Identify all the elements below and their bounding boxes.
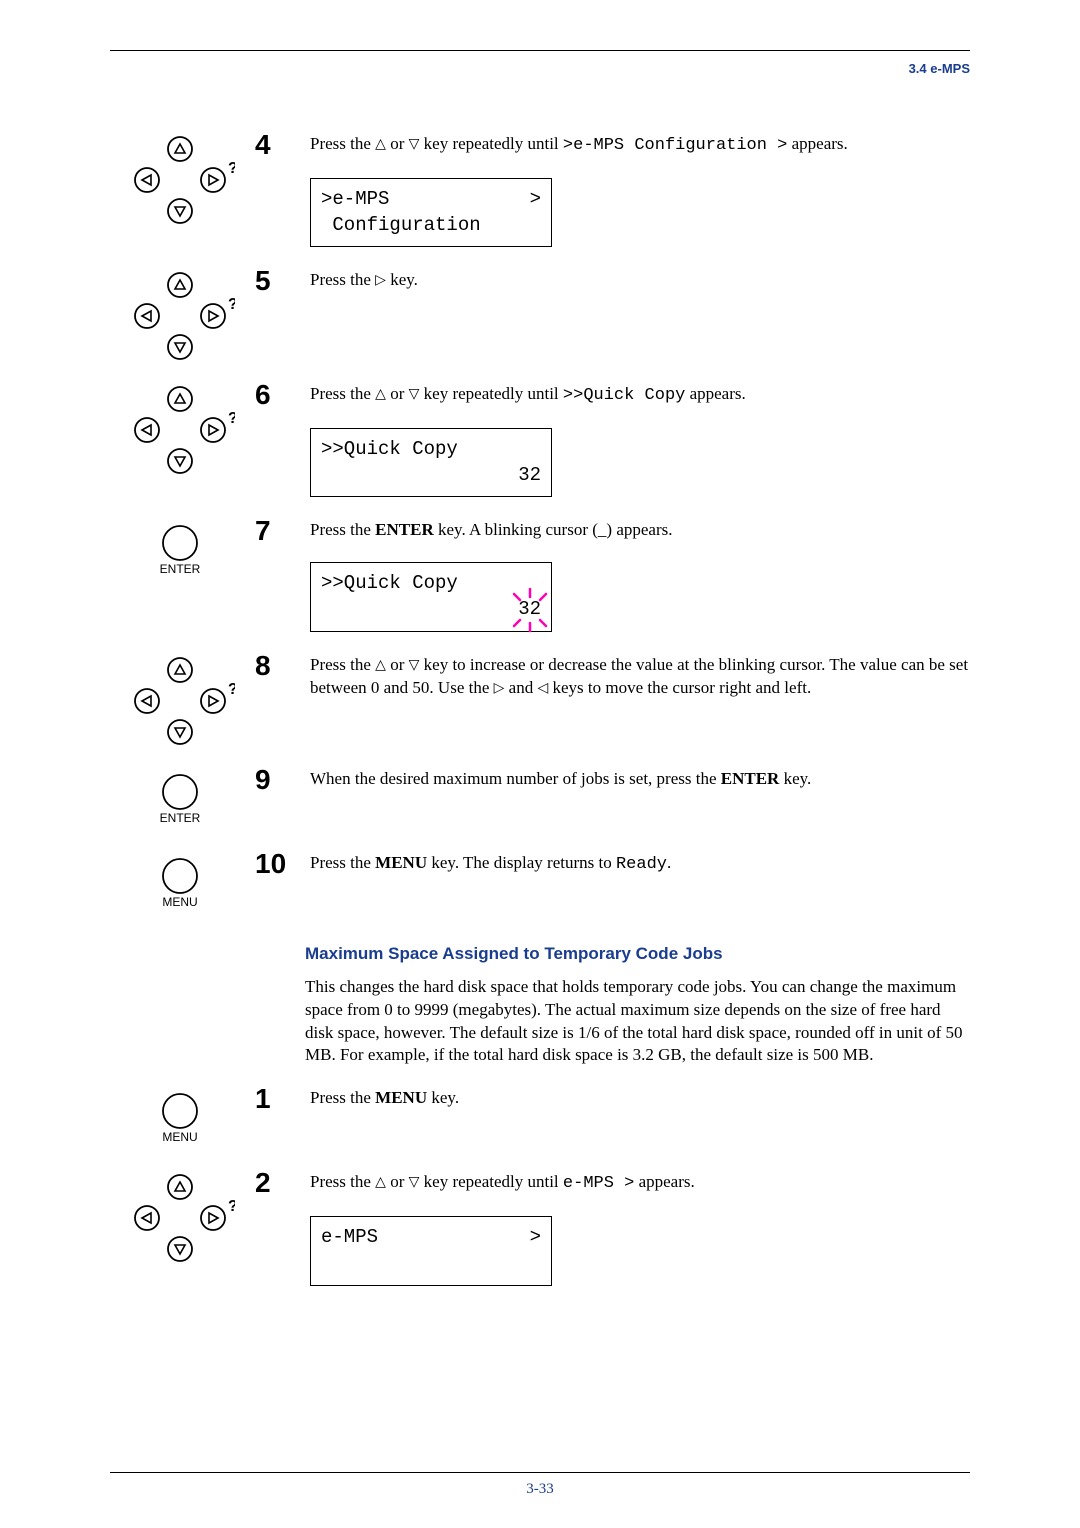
lcd-line1-left: >>Quick Copy [321,437,458,463]
enter-key-icon: ENTER [150,521,210,581]
triangle-icon: ▷ [375,273,386,288]
monospace-text: >>Quick Copy [563,386,685,405]
lcd-line1-left: >e-MPS [321,187,389,213]
enter-key-icon: ENTER [150,770,210,830]
step-body: Press the △ or ▽ key repeatedly until >>… [310,381,970,497]
page-number: 3-33 [110,1481,970,1498]
svg-text:?: ? [228,1198,235,1215]
step-number: 6 [250,381,310,409]
instruction-step: ? 8Press the △ or ▽ key to increase or d… [110,652,970,746]
step-icon: ? [110,652,250,746]
step-body: Press the △ or ▽ key repeatedly until >e… [310,131,970,247]
section-heading: Maximum Space Assigned to Temporary Code… [305,944,970,964]
step-body: Press the △ or ▽ key repeatedly until e-… [310,1169,970,1285]
monospace-text: >e-MPS Configuration > [563,136,787,155]
instruction-step: ENTER 7Press the ENTER key. A blinking c… [110,517,970,631]
step-number: 7 [250,517,310,545]
lcd-line2-right: 32 [518,463,541,489]
step-body: When the desired maximum number of jobs … [310,766,970,791]
step-icon: MENU [110,1085,250,1149]
arrow-pad-icon: ? [125,385,235,475]
step-number: 9 [250,766,310,794]
svg-text:ENTER: ENTER [160,562,201,576]
triangle-icon: ▽ [409,1175,420,1190]
step-body: Press the ▷ key. [310,267,970,292]
triangle-icon: △ [375,658,386,673]
step-number: 1 [250,1085,310,1113]
step-body: Press the ENTER key. A blinking cursor (… [310,517,970,631]
step-icon: ? [110,381,250,475]
lcd-line1-right: > [530,1225,541,1251]
svg-text:?: ? [228,160,235,177]
menu-key-icon: MENU [150,1089,210,1149]
step-number: 2 [250,1169,310,1197]
step-icon: MENU [110,850,250,914]
menu-key-icon: MENU [150,854,210,914]
lcd-line1-left: >>Quick Copy [321,571,458,597]
svg-text:MENU: MENU [162,1130,197,1144]
monospace-text: Ready [616,855,667,874]
instruction-step: MENU 10Press the MENU key. The display r… [110,850,970,914]
content: ? 4Press the △ or ▽ key repeatedly until… [110,131,970,1286]
triangle-icon: ▷ [494,681,505,696]
lcd-line2-left [321,1251,332,1277]
svg-text:?: ? [228,410,235,427]
blinking-cursor-value: 32 [518,597,541,623]
instruction-step: ? 6Press the △ or ▽ key repeatedly until… [110,381,970,497]
step-icon: ENTER [110,517,250,581]
arrow-pad-icon: ? [125,1173,235,1263]
footer-rule [110,1472,970,1473]
monospace-text: e-MPS > [563,1174,634,1193]
arrow-pad-icon: ? [125,135,235,225]
step-icon: ? [110,267,250,361]
header-label: 3.4 e-MPS [110,61,970,76]
step-body: Press the MENU key. [310,1085,970,1110]
key-name: MENU [375,1088,427,1107]
lcd-display: e-MPS > [310,1216,552,1285]
instruction-step: MENU 1Press the MENU key. [110,1085,970,1149]
header-rule [110,50,970,51]
svg-text:?: ? [228,296,235,313]
arrow-pad-icon: ? [125,271,235,361]
step-icon: ? [110,1169,250,1263]
triangle-icon: ◁ [537,681,548,696]
lcd-display: >>Quick Copy 32 [310,428,552,497]
triangle-icon: △ [375,1175,386,1190]
triangle-icon: ▽ [409,387,420,402]
instruction-step: ENTER 9When the desired maximum number o… [110,766,970,830]
step-icon: ? [110,131,250,225]
key-name: ENTER [721,769,780,788]
step-body: Press the MENU key. The display returns … [310,850,970,877]
instruction-step: ? 5Press the ▷ key. [110,267,970,361]
lcd-line1-left: e-MPS [321,1225,378,1251]
svg-text:MENU: MENU [162,895,197,909]
svg-text:?: ? [228,681,235,698]
lcd-line1-right: > [530,187,541,213]
instruction-step: ? 2Press the △ or ▽ key repeatedly until… [110,1169,970,1285]
page: 3.4 e-MPS ? 4Press the △ or ▽ key repeat… [0,0,1080,1528]
step-number: 10 [250,850,310,878]
key-name: MENU [375,853,427,872]
arrow-pad-icon: ? [125,656,235,746]
step-icon: ENTER [110,766,250,830]
lcd-display: >>Quick Copy 32 [310,562,552,631]
triangle-icon: ▽ [409,658,420,673]
triangle-icon: ▽ [409,137,420,152]
step-number: 8 [250,652,310,680]
step-body: Press the △ or ▽ key to increase or decr… [310,652,970,700]
section-paragraph: This changes the hard disk space that ho… [305,976,970,1068]
key-name: ENTER [375,520,434,539]
footer: 3-33 [110,1472,970,1498]
step-number: 5 [250,267,310,295]
lcd-display: >e-MPS > Configuration [310,178,552,247]
lcd-line2-left: Configuration [321,213,481,239]
svg-text:ENTER: ENTER [160,811,201,825]
instruction-step: ? 4Press the △ or ▽ key repeatedly until… [110,131,970,247]
triangle-icon: △ [375,387,386,402]
triangle-icon: △ [375,137,386,152]
step-number: 4 [250,131,310,159]
